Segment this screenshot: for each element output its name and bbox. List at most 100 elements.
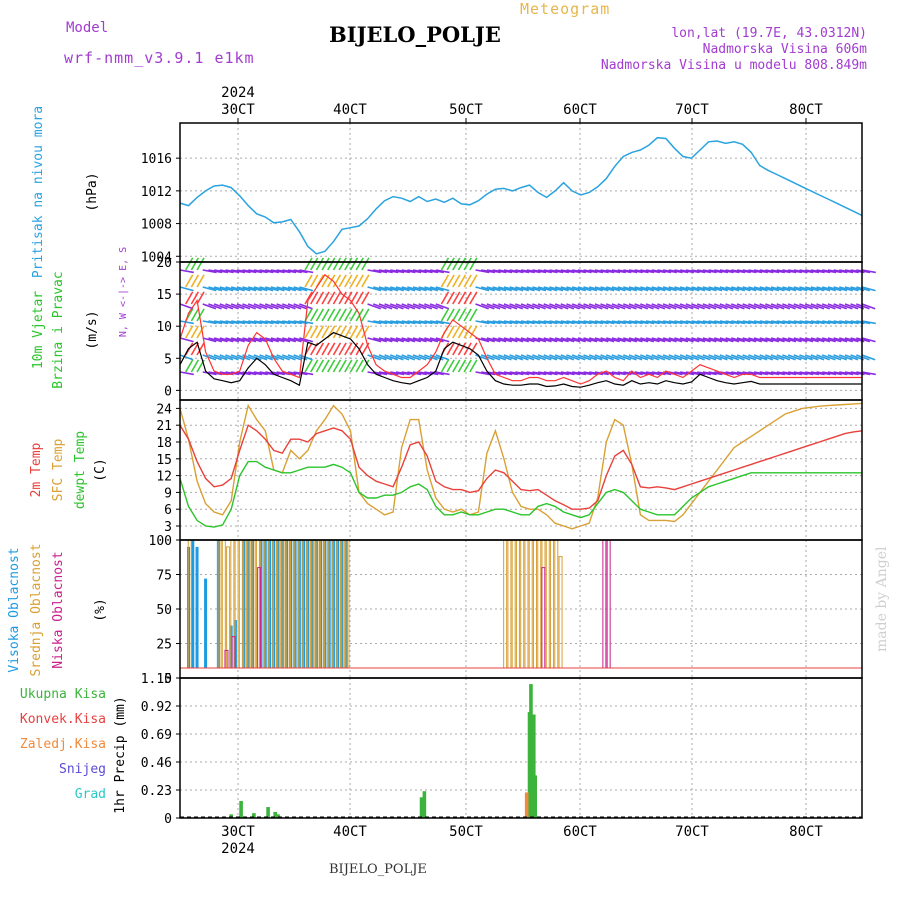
wind-arrow [344, 342, 353, 356]
wind-arrow [810, 269, 825, 274]
x-bottom-label: 80CT [789, 824, 823, 840]
wind-arrow [549, 286, 564, 292]
wind-arrow [247, 354, 262, 361]
wind-arrow [634, 371, 649, 376]
wind-arrow [532, 286, 547, 292]
wind-arrow [287, 320, 302, 325]
wind-arrow [179, 303, 194, 310]
wind-arrow [549, 320, 564, 325]
wind-arrow [497, 303, 512, 310]
wind-arrow [498, 286, 512, 292]
wind-arrow [230, 337, 245, 343]
precip-legend-item: Zaledj.Kisa [20, 737, 106, 752]
wind-arrow [589, 371, 604, 376]
wind-arrow [799, 337, 814, 343]
wind-arrow [390, 371, 405, 376]
wind-arrow [213, 303, 228, 310]
wind-arrow [731, 337, 746, 343]
wind-arrow [697, 320, 712, 325]
wind-arrow [481, 320, 496, 325]
wind-arrow [640, 371, 655, 376]
wind-arrow [787, 337, 802, 343]
wind-arrow [520, 303, 535, 310]
wind-arrow [844, 337, 859, 343]
wind-arrow [719, 354, 734, 361]
cloud-bar-mid [221, 539, 226, 669]
panel-frame-temperature [179, 399, 863, 541]
wind-arrow [617, 286, 632, 292]
wind-arrow [611, 337, 626, 343]
wind-arrow [816, 269, 831, 274]
wind-arrow [719, 269, 734, 274]
wind-arrow [526, 337, 541, 343]
wind-arrow [816, 303, 830, 310]
wind-arrow [600, 286, 615, 292]
wind-arrow [566, 371, 581, 376]
wind-arrow [549, 371, 564, 376]
wind-arrow [293, 269, 308, 274]
wind-arrow [623, 320, 638, 325]
wind-arrow [435, 337, 450, 343]
wind-arrow [492, 286, 507, 292]
wind-arrow [583, 371, 598, 376]
wind-arrow [361, 291, 370, 305]
wind-arrow [549, 303, 563, 310]
wind-arrow [577, 371, 592, 376]
ytick-label-precip: 0.92 [141, 700, 172, 715]
wind-arrow [685, 371, 700, 376]
wind-arrow [617, 354, 632, 361]
wind-arrow [731, 286, 746, 292]
wind-arrow [332, 257, 342, 271]
wind-arrow [338, 257, 347, 271]
wind-arrow [452, 257, 461, 271]
wind-arrow [230, 354, 245, 361]
wind-arrow [782, 337, 797, 343]
wind-arrow [230, 303, 245, 310]
wind-arrow [725, 286, 740, 292]
wind-arrow [412, 371, 427, 376]
wind-arrow [787, 286, 802, 292]
wind-arrow [315, 325, 325, 339]
wind-arrow [577, 269, 592, 274]
wind-arrow [662, 303, 677, 310]
wind-arrow [463, 291, 472, 305]
wind-arrow [327, 359, 336, 373]
wind-arrow [714, 269, 729, 274]
wind-arrow [623, 269, 638, 274]
wind-arrow [202, 337, 217, 343]
wind-arrow [492, 320, 507, 325]
wind-arrow [822, 337, 836, 343]
wind-arrow [526, 286, 541, 292]
wind-arrow [315, 257, 325, 271]
wind-arrow [577, 303, 592, 310]
wind-arrow [804, 337, 819, 343]
wind-arrow [503, 269, 518, 274]
wind-arrow [253, 269, 268, 274]
wind-arrow [753, 371, 768, 376]
wind-arrow [714, 286, 728, 292]
wind-arrow [469, 291, 478, 305]
ytick-label-precip: 0.23 [141, 784, 172, 799]
wind-arrow [537, 286, 552, 292]
wind-arrow [265, 337, 279, 343]
wind-arrow [475, 354, 489, 361]
model-name: wrf-nmm_v3.9.1 e1km [64, 49, 255, 67]
wind-arrow [463, 359, 472, 373]
wind-arrow [276, 354, 291, 361]
wind-arrow [520, 354, 535, 361]
wind-arrow [662, 337, 677, 343]
wind-arrow [685, 269, 700, 274]
wind-arrow [424, 337, 439, 343]
t2m-axis-label: 2m Temp [29, 442, 44, 497]
wind-arrow [742, 286, 757, 292]
station-title: BIJELO_POLJE [329, 22, 501, 47]
wind-arrow [179, 337, 194, 343]
wind-arrow [276, 320, 291, 325]
wind-arrow [270, 371, 285, 376]
wind-arrow [560, 337, 575, 343]
wind-arrow [753, 337, 768, 343]
wind-arrow [526, 371, 541, 376]
wind-arrow [475, 269, 490, 274]
wind-arrow [219, 337, 234, 343]
wind-arrow [827, 371, 842, 376]
